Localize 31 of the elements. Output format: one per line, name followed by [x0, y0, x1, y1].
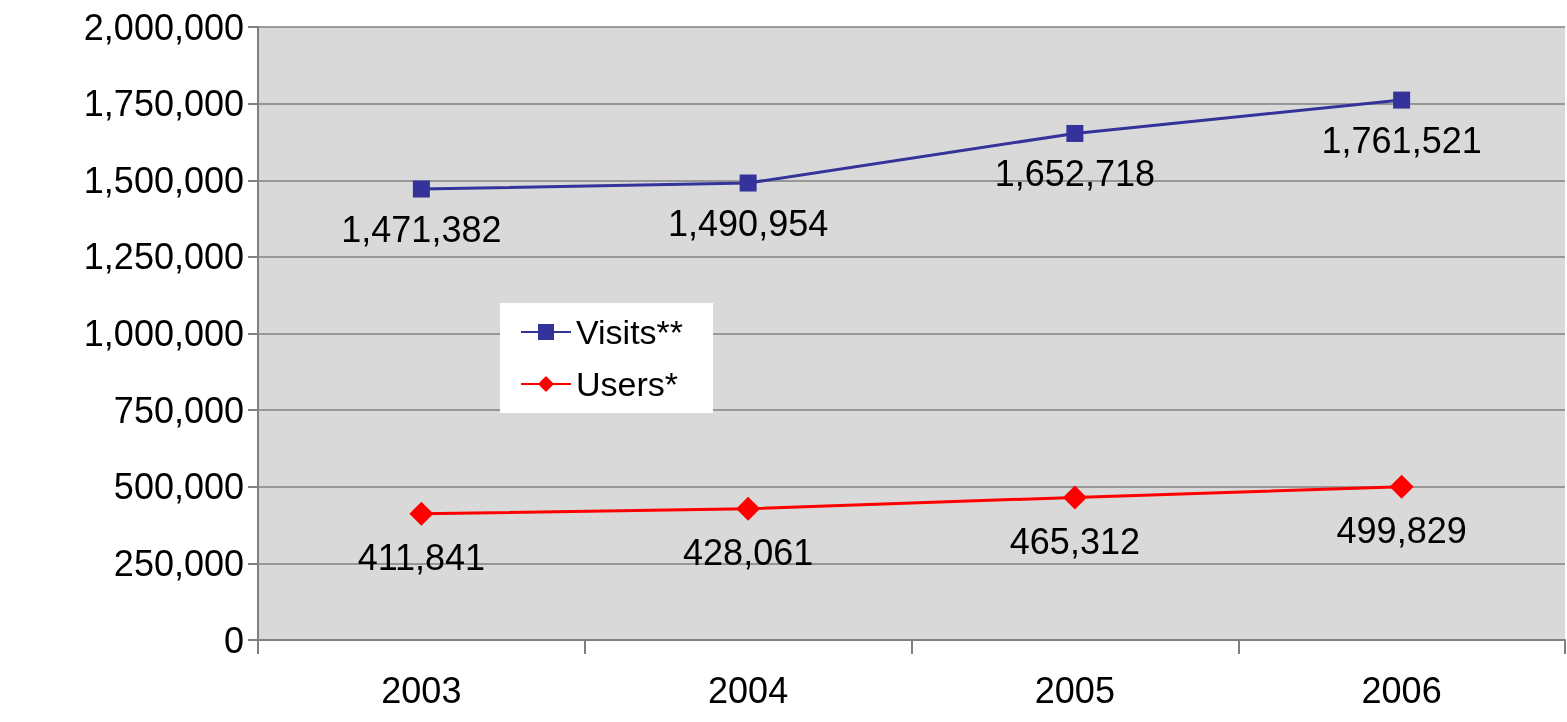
x-tick-label: 2006: [1361, 669, 1442, 711]
y-tick-label: 1,250,000: [83, 236, 244, 278]
x-tick-label: 2005: [1034, 669, 1115, 711]
point: [739, 174, 757, 192]
legend-label: Visits**: [576, 313, 684, 351]
y-tick-label: 1,000,000: [83, 313, 244, 354]
y-tick-label: 0: [223, 619, 244, 661]
x-tick-label: 2003: [381, 669, 462, 711]
point: [1393, 91, 1411, 109]
point: [736, 496, 761, 521]
data-label: 411,841: [357, 537, 486, 579]
y-tick-label: 750,000: [113, 389, 244, 431]
point: [412, 180, 430, 198]
data-label: 1,490,954: [668, 203, 829, 245]
y-tick-label: 1,500,000: [83, 159, 244, 201]
point: [1389, 474, 1414, 499]
data-label: 1,471,382: [341, 209, 502, 251]
point: [1062, 485, 1087, 510]
data-label: 1,761,521: [1321, 120, 1482, 162]
data-label: 428,061: [683, 532, 814, 574]
point: [409, 501, 434, 526]
data-label: 1,652,718: [994, 153, 1155, 195]
y-tick-label: 2,000,000: [83, 6, 244, 48]
point: [1066, 124, 1084, 142]
y-tick-label: 1,750,000: [83, 83, 244, 125]
y-tick-label: 250,000: [113, 542, 244, 584]
data-label: 499,829: [1336, 510, 1467, 552]
y-tick-label: 500,000: [113, 466, 244, 508]
legend-label: Users*: [576, 365, 679, 403]
data-label: 465,312: [1009, 520, 1140, 562]
x-tick-label: 2004: [708, 669, 789, 711]
